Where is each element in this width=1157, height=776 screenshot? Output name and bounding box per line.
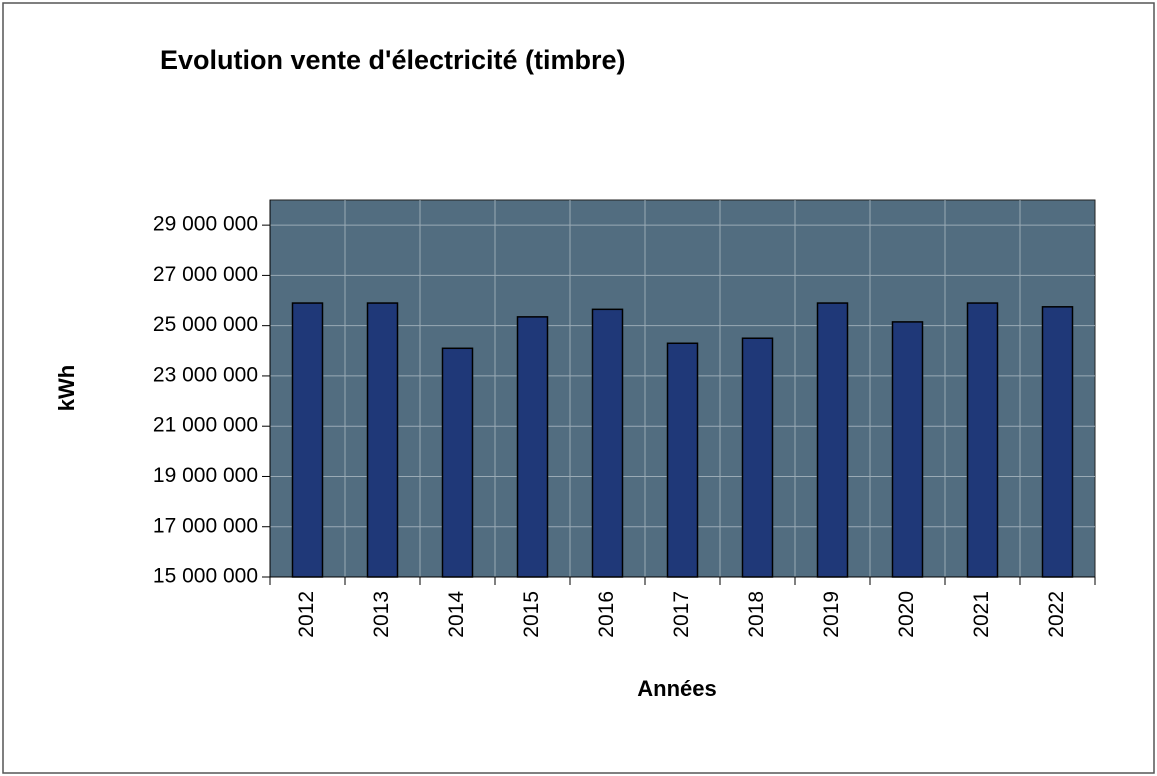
- bar: [1041, 306, 1074, 578]
- x-tick-label: 2015: [520, 591, 543, 638]
- x-tick-label: 2019: [820, 591, 843, 638]
- x-tick-label: 2014: [445, 591, 468, 638]
- bar: [891, 321, 924, 578]
- x-tick-label: 2017: [670, 591, 693, 638]
- bar: [816, 302, 849, 578]
- bar: [591, 308, 624, 578]
- bar: [516, 316, 549, 578]
- x-tick-label: 2020: [895, 591, 918, 638]
- y-tick-label: 25 000 000: [153, 313, 258, 336]
- y-tick-label: 29 000 000: [153, 213, 258, 236]
- bar: [291, 302, 324, 578]
- x-tick-label: 2018: [745, 591, 768, 638]
- y-tick-label: 21 000 000: [153, 414, 258, 437]
- y-tick-label: 27 000 000: [153, 263, 258, 286]
- bar: [741, 337, 774, 578]
- y-tick-label: 23 000 000: [153, 363, 258, 386]
- y-tick-label: 17 000 000: [153, 514, 258, 537]
- x-tick-label: 2013: [370, 591, 393, 638]
- y-tick-label: 19 000 000: [153, 464, 258, 487]
- chart-title: Evolution vente d'électricité (timbre): [160, 45, 626, 75]
- bar: [666, 342, 699, 578]
- y-axis-label: kWh: [54, 365, 79, 411]
- y-tick-label: 15 000 000: [153, 565, 258, 588]
- bar: [966, 302, 999, 578]
- x-tick-label: 2012: [295, 591, 318, 638]
- x-tick-label: 2016: [595, 591, 618, 638]
- bar: [366, 302, 399, 578]
- x-tick-label: 2021: [970, 591, 993, 638]
- x-tick-label: 2022: [1045, 591, 1068, 638]
- x-axis-label: Années: [637, 676, 716, 701]
- bar: [441, 347, 474, 578]
